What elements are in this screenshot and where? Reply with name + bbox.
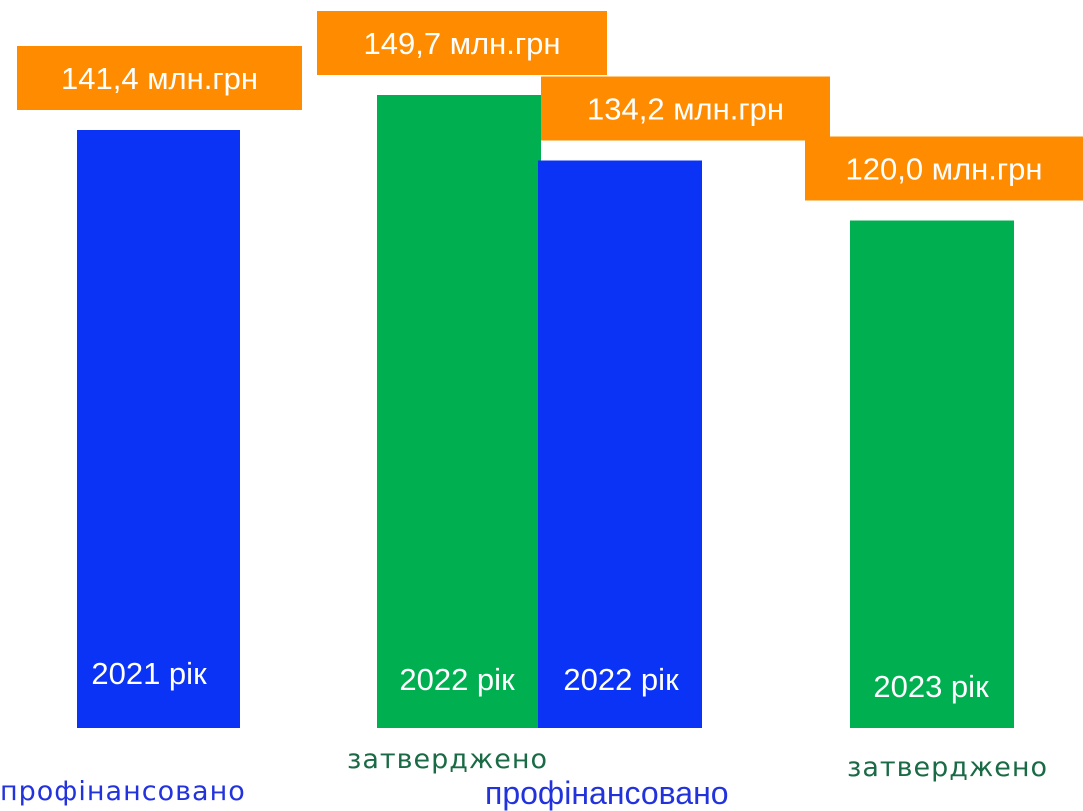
value-box-b2022f — [541, 76, 830, 141]
value-label-b2023: 120,0 млн.грн — [846, 152, 1043, 187]
bar-b2022a — [377, 95, 541, 728]
value-label-b2021: 141,4 млн.грн — [61, 61, 258, 96]
bar-b2023 — [850, 220, 1014, 728]
bars-layer — [77, 95, 1014, 728]
value-label-b2022a: 149,7 млн.грн — [364, 26, 561, 61]
bar-b2021 — [77, 130, 240, 728]
bar-b2022f — [538, 160, 702, 728]
year-label-b2021: 2021 рік — [91, 656, 207, 691]
year-label-b2022f: 2022 рік — [563, 662, 679, 697]
status-label-b2023: затверджено — [847, 752, 1048, 783]
value-box-b2022a — [317, 11, 607, 75]
labels-layer: 141,4 млн.грн 2021 рік профінансовано 149,7… — [0, 11, 1083, 811]
value-box-b2023 — [805, 136, 1083, 201]
year-label-b2023: 2023 рік — [873, 669, 989, 704]
status-label-b2021: профінансовано — [0, 776, 246, 807]
value-box-b2021 — [17, 46, 302, 111]
value-label-b2022f: 134,2 млн.грн — [587, 92, 784, 127]
status-label-b2022a: затверджено — [347, 744, 548, 775]
year-label-b2022a: 2022 рік — [399, 662, 515, 697]
status-label-b2022f: профінансовано — [485, 775, 729, 811]
